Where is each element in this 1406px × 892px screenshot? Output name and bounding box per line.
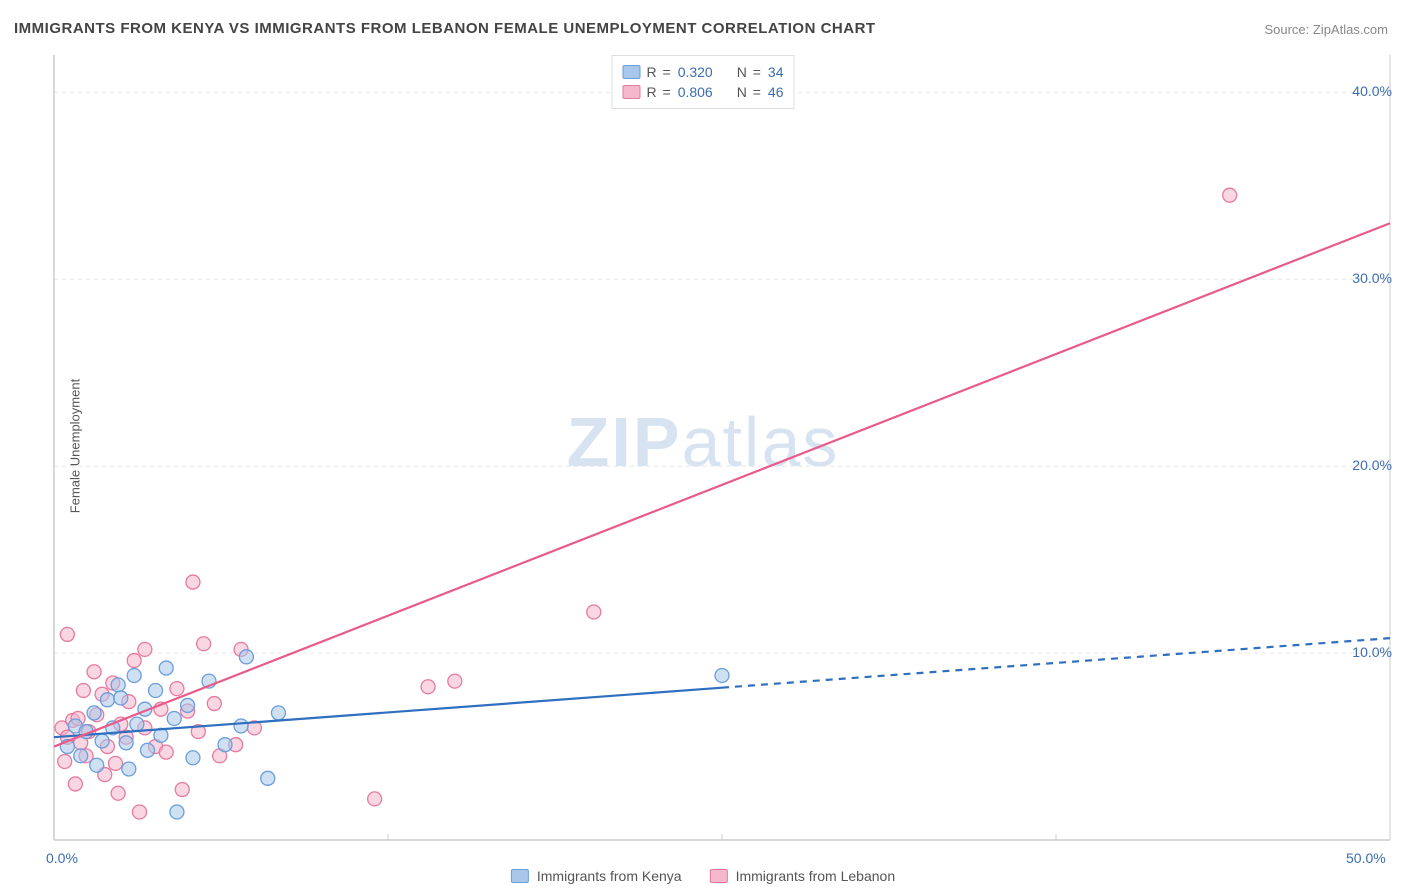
correlation-legend: R = 0.320 N = 34 R = 0.806 N = 46 <box>612 55 795 109</box>
x-tick-label: 0.0% <box>46 850 78 866</box>
y-tick-label: 10.0% <box>1352 644 1392 660</box>
legend-row-lebanon: R = 0.806 N = 46 <box>623 82 784 102</box>
legend-item-lebanon: Immigrants from Lebanon <box>710 868 896 884</box>
r-label-kenya: R = <box>647 64 672 80</box>
n-value-kenya: 34 <box>768 64 784 80</box>
chart-container: IMMIGRANTS FROM KENYA VS IMMIGRANTS FROM… <box>0 0 1406 892</box>
legend-label-lebanon: Immigrants from Lebanon <box>736 868 896 884</box>
swatch-kenya <box>623 65 641 79</box>
series-legend: Immigrants from Kenya Immigrants from Le… <box>511 868 895 884</box>
swatch-lebanon-bottom <box>710 869 728 883</box>
swatch-kenya-bottom <box>511 869 529 883</box>
r-label-lebanon: R = <box>647 84 672 100</box>
legend-item-kenya: Immigrants from Kenya <box>511 868 682 884</box>
y-tick-label: 40.0% <box>1352 83 1392 99</box>
r-value-lebanon: 0.806 <box>678 84 713 100</box>
r-value-kenya: 0.320 <box>678 64 713 80</box>
n-label-kenya: N = <box>737 64 762 80</box>
x-tick-label: 50.0% <box>1346 850 1386 866</box>
n-label-lebanon: N = <box>737 84 762 100</box>
y-tick-label: 30.0% <box>1352 270 1392 286</box>
legend-label-kenya: Immigrants from Kenya <box>537 868 682 884</box>
swatch-lebanon <box>623 85 641 99</box>
n-value-lebanon: 46 <box>768 84 784 100</box>
chart-svg <box>0 0 1406 892</box>
y-tick-label: 20.0% <box>1352 457 1392 473</box>
legend-row-kenya: R = 0.320 N = 34 <box>623 62 784 82</box>
